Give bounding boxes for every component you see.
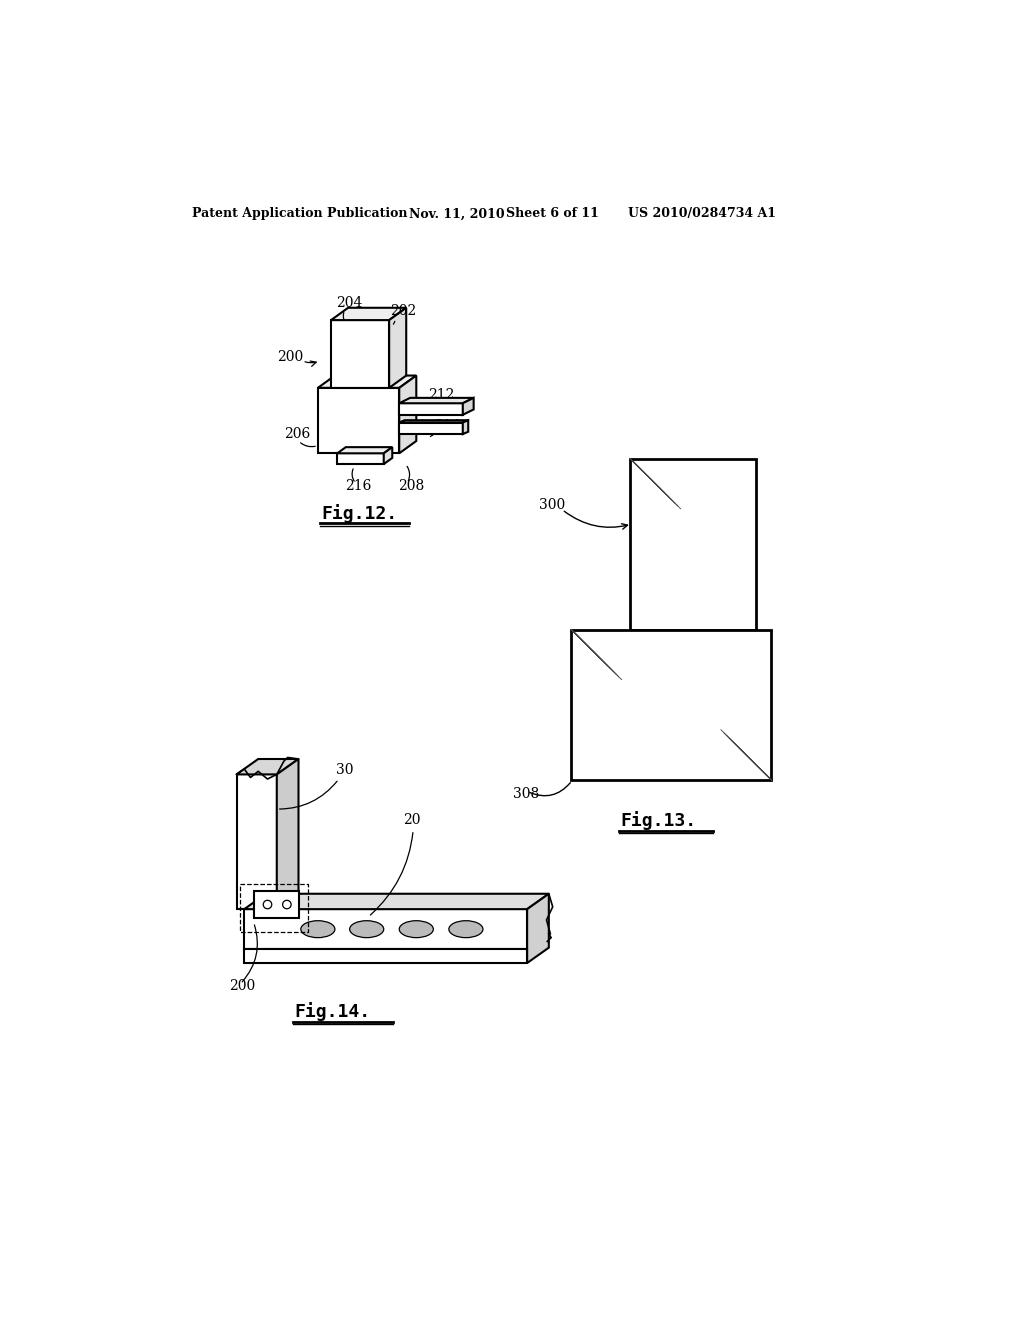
Text: 200: 200 — [276, 350, 303, 364]
Text: Patent Application Publication: Patent Application Publication — [191, 207, 408, 220]
Text: Fig.13.: Fig.13. — [621, 810, 696, 830]
Polygon shape — [254, 891, 299, 919]
Polygon shape — [237, 775, 276, 909]
Bar — [571, 630, 771, 780]
Polygon shape — [463, 397, 474, 414]
Polygon shape — [399, 422, 463, 434]
Text: 214: 214 — [434, 420, 461, 433]
Text: Fig.12.: Fig.12. — [322, 504, 398, 523]
Text: US 2010/0284734 A1: US 2010/0284734 A1 — [628, 207, 776, 220]
Ellipse shape — [301, 921, 335, 937]
Polygon shape — [276, 759, 299, 909]
Text: 204: 204 — [336, 296, 362, 310]
Text: 208: 208 — [397, 479, 424, 492]
Polygon shape — [337, 453, 384, 465]
Polygon shape — [245, 909, 527, 949]
Polygon shape — [384, 447, 392, 465]
Polygon shape — [317, 388, 399, 453]
Text: 30: 30 — [336, 763, 353, 777]
Text: 216: 216 — [345, 479, 372, 492]
Bar — [630, 459, 756, 630]
Polygon shape — [337, 447, 392, 453]
Text: 300: 300 — [539, 498, 565, 512]
Text: 20: 20 — [403, 813, 421, 828]
Polygon shape — [245, 894, 549, 909]
Polygon shape — [399, 420, 468, 422]
Polygon shape — [317, 376, 417, 388]
Ellipse shape — [449, 921, 483, 937]
Ellipse shape — [349, 921, 384, 937]
Text: Sheet 6 of 11: Sheet 6 of 11 — [506, 207, 599, 220]
Text: Fig.14.: Fig.14. — [295, 1002, 371, 1020]
Polygon shape — [399, 376, 417, 453]
Text: 212: 212 — [428, 388, 455, 401]
Polygon shape — [463, 420, 468, 434]
Text: 308: 308 — [513, 787, 540, 800]
Polygon shape — [527, 894, 549, 964]
Text: 202: 202 — [390, 305, 416, 318]
Polygon shape — [389, 308, 407, 388]
Polygon shape — [399, 397, 474, 404]
Polygon shape — [331, 308, 407, 321]
Ellipse shape — [399, 921, 433, 937]
Polygon shape — [237, 759, 299, 775]
Polygon shape — [399, 404, 463, 414]
Text: 200: 200 — [228, 979, 255, 993]
Text: Nov. 11, 2010: Nov. 11, 2010 — [409, 207, 504, 220]
Polygon shape — [245, 949, 527, 964]
Polygon shape — [331, 321, 389, 388]
Text: 206: 206 — [285, 426, 311, 441]
